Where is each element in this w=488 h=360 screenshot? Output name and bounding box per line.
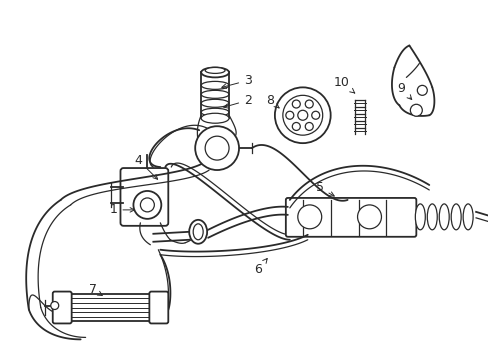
Circle shape xyxy=(274,87,330,143)
Circle shape xyxy=(292,100,300,108)
Text: 1: 1 xyxy=(109,203,134,216)
Ellipse shape xyxy=(427,204,436,230)
Circle shape xyxy=(305,100,313,108)
Ellipse shape xyxy=(462,204,472,230)
Ellipse shape xyxy=(450,204,460,230)
FancyBboxPatch shape xyxy=(149,292,168,323)
Circle shape xyxy=(140,198,154,212)
Circle shape xyxy=(297,205,321,229)
Circle shape xyxy=(133,191,161,219)
Text: 3: 3 xyxy=(222,74,251,88)
Circle shape xyxy=(357,205,381,229)
FancyBboxPatch shape xyxy=(285,198,415,237)
Circle shape xyxy=(409,104,422,116)
Text: 2: 2 xyxy=(224,94,251,108)
Text: 6: 6 xyxy=(253,258,266,276)
Text: 9: 9 xyxy=(397,82,411,99)
Ellipse shape xyxy=(201,113,228,123)
Circle shape xyxy=(205,136,228,160)
Circle shape xyxy=(305,122,313,130)
Text: 7: 7 xyxy=(88,283,102,296)
Text: 5: 5 xyxy=(315,181,334,196)
Circle shape xyxy=(282,95,322,135)
Text: 4: 4 xyxy=(134,154,157,179)
Circle shape xyxy=(297,110,307,120)
Ellipse shape xyxy=(193,224,203,240)
Circle shape xyxy=(292,122,300,130)
Ellipse shape xyxy=(201,67,228,77)
FancyBboxPatch shape xyxy=(53,292,72,323)
Circle shape xyxy=(285,111,293,119)
Circle shape xyxy=(195,126,239,170)
Ellipse shape xyxy=(189,220,207,244)
FancyBboxPatch shape xyxy=(71,293,150,321)
Text: 8: 8 xyxy=(265,94,279,108)
Ellipse shape xyxy=(438,204,448,230)
Circle shape xyxy=(51,302,59,310)
Ellipse shape xyxy=(414,204,425,230)
Circle shape xyxy=(416,85,427,95)
FancyBboxPatch shape xyxy=(120,168,168,226)
Text: 10: 10 xyxy=(333,76,354,93)
Ellipse shape xyxy=(205,67,224,73)
Circle shape xyxy=(311,111,319,119)
